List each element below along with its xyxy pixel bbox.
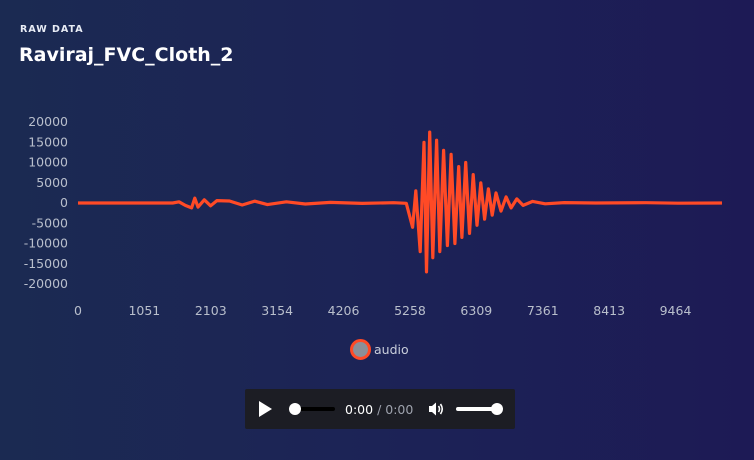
seek-bar[interactable] [295, 407, 335, 411]
series-line-audio [78, 130, 723, 274]
x-tick-label: 5258 [394, 303, 426, 318]
volume-handle[interactable] [491, 403, 503, 415]
y-tick-label: 0 [60, 195, 68, 210]
x-tick-label: 1051 [128, 303, 160, 318]
legend-swatch-audio [350, 338, 371, 360]
y-tick-label: 5000 [36, 175, 68, 190]
x-tick-label: 3154 [261, 303, 293, 318]
x-tick-label: 0 [74, 303, 82, 318]
section-kicker: RAW DATA [20, 24, 84, 35]
y-tick-label: -10000 [24, 236, 68, 251]
x-tick-label: 4206 [328, 303, 360, 318]
x-tick-label: 2103 [195, 303, 227, 318]
y-tick-label: 10000 [28, 155, 68, 170]
y-tick-label: -20000 [24, 276, 68, 291]
waveform-chart: 20000 15000 10000 5000 0 -5000 -10000 -15000 -20… [24, 114, 723, 318]
time-separator: / [377, 402, 382, 417]
y-tick-label: -15000 [24, 256, 68, 271]
y-axis-ticks: 20000 15000 10000 5000 0 -5000 -10000 -15000 -20… [24, 114, 68, 291]
legend-label-audio: audio [374, 341, 409, 357]
x-tick-label: 9464 [660, 303, 692, 318]
audio-player: 0:00 / 0:00 [245, 389, 515, 429]
volume-slider[interactable] [456, 407, 498, 411]
x-tick-label: 8413 [593, 303, 625, 318]
y-tick-label: 20000 [28, 114, 68, 129]
current-time: 0:00 [345, 402, 374, 417]
y-tick-label: -5000 [32, 215, 68, 230]
x-tick-label: 6309 [460, 303, 492, 318]
play-icon[interactable] [259, 401, 272, 417]
y-tick-label: 15000 [28, 134, 68, 149]
seek-handle[interactable] [289, 403, 301, 415]
time-display: 0:00 / 0:00 [345, 402, 413, 417]
x-axis-ticks: 0 1051 2103 3154 4206 5258 6309 7361 8413 9464 [74, 303, 691, 318]
total-time: 0:00 [385, 402, 414, 417]
page-title: Raviraj_FVC_Cloth_2 [19, 44, 234, 66]
volume-icon[interactable] [428, 401, 446, 417]
chart-legend[interactable]: audio [350, 338, 409, 360]
x-tick-label: 7361 [527, 303, 559, 318]
